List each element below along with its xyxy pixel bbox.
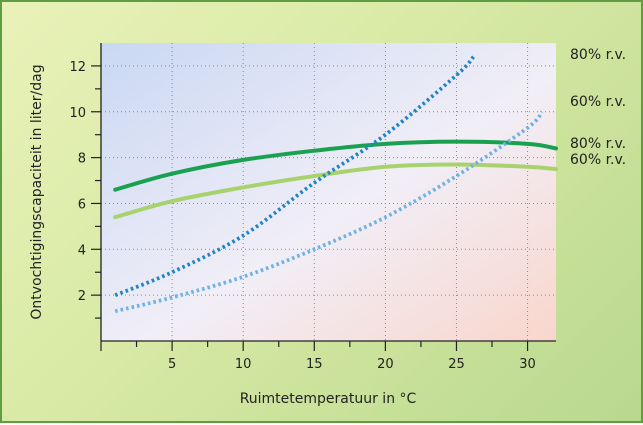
series-labels: 80% r.v.60% r.v.80% r.v.60% r.v. xyxy=(570,47,626,168)
series-line-2 xyxy=(113,139,558,192)
series-line-3 xyxy=(113,162,558,220)
series-label-3: 60% r.v. xyxy=(570,152,626,168)
x-axis-title: Ruimtetemperatuur in °C xyxy=(240,391,417,407)
series-group xyxy=(113,55,558,314)
x-tick-label: 25 xyxy=(448,357,465,372)
grid-lines xyxy=(101,43,556,341)
x-tick-label: 20 xyxy=(377,357,394,372)
series-label-1: 60% r.v. xyxy=(570,94,626,110)
plot-area xyxy=(101,43,556,341)
y-tick-label: 4 xyxy=(78,243,86,258)
y-tick-label: 6 xyxy=(78,197,86,212)
series-label-0: 80% r.v. xyxy=(570,47,626,63)
series-line-0 xyxy=(114,55,475,297)
axes: 5 10 15 20 25 30 2 4 6 8 10 12 xyxy=(69,43,556,372)
y-axis-title: Ontvochtigingscapaciteit in liter/dag xyxy=(29,64,45,319)
y-tick-label: 8 xyxy=(78,152,86,167)
x-tick-label: 30 xyxy=(519,357,536,372)
x-tick-label: 15 xyxy=(306,357,323,372)
series-line-1 xyxy=(114,110,544,314)
x-tick-label: 10 xyxy=(235,357,252,372)
y-tick-label: 10 xyxy=(69,106,86,121)
y-tick-label: 2 xyxy=(78,289,86,304)
y-tick-label: 12 xyxy=(69,60,86,75)
series-label-2: 80% r.v. xyxy=(570,136,626,152)
x-tick-label: 5 xyxy=(168,357,176,372)
